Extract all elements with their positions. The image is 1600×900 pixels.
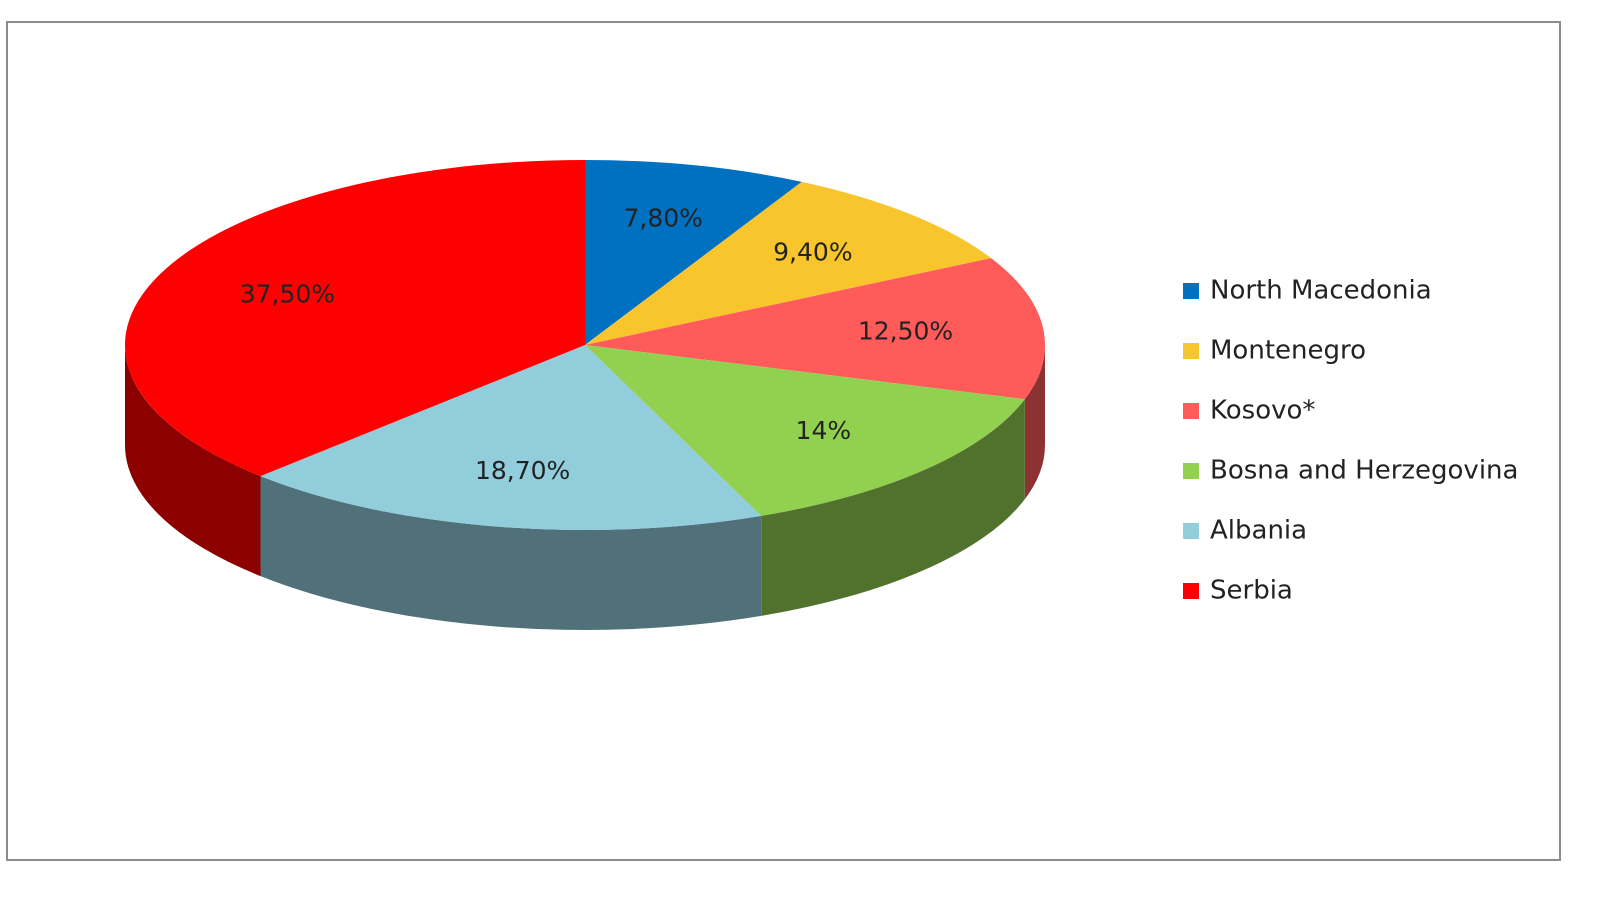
- legend-label: Montenegro: [1210, 336, 1366, 366]
- slice-side: [1024, 345, 1045, 500]
- legend-swatch: [1183, 463, 1199, 479]
- legend-swatch: [1183, 283, 1199, 299]
- legend-label: Kosovo*: [1210, 396, 1315, 426]
- slice-side: [260, 476, 762, 630]
- data-label: 14%: [796, 416, 852, 445]
- data-label: 37,50%: [240, 280, 335, 309]
- slice: [585, 345, 1025, 516]
- data-label: 9,40%: [773, 238, 852, 267]
- slice: [260, 345, 762, 530]
- legend-swatch: [1183, 403, 1199, 419]
- legend-label: North Macedonia: [1210, 276, 1432, 306]
- slice: [585, 181, 992, 345]
- legend-label: Bosna and Herzegovina: [1210, 456, 1518, 486]
- slice: [124, 160, 586, 477]
- data-label: 7,80%: [623, 203, 702, 232]
- data-label: 12,50%: [858, 317, 953, 346]
- slice: [585, 160, 802, 345]
- legend-swatch: [1183, 523, 1199, 539]
- legend-label: Serbia: [1210, 576, 1293, 606]
- slice-side: [125, 345, 261, 577]
- data-label: 18,70%: [475, 456, 570, 485]
- legend-swatch: [1183, 583, 1199, 599]
- legend-label: Albania: [1210, 516, 1307, 546]
- slice: [585, 258, 1045, 400]
- slice-side: [761, 399, 1025, 616]
- legend-swatch: [1183, 343, 1199, 359]
